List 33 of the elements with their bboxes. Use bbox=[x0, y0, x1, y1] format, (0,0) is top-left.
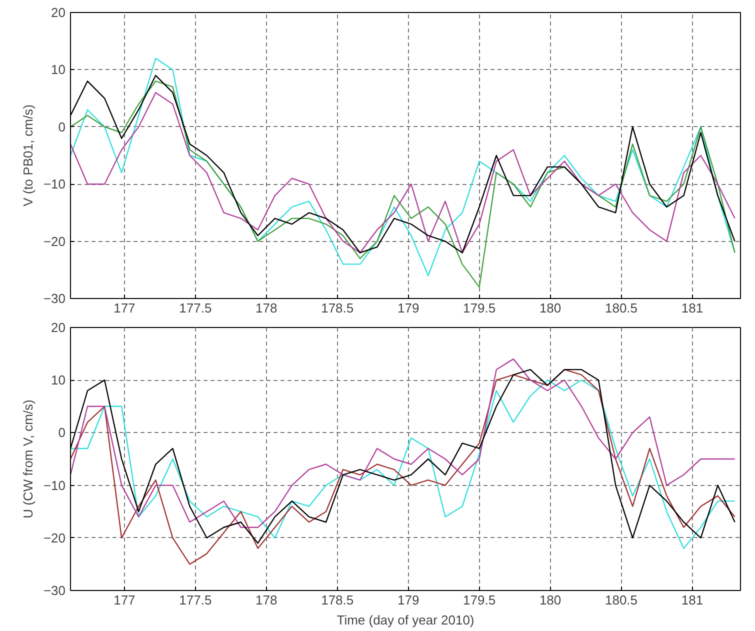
y-tick-label: 0 bbox=[58, 119, 66, 134]
y-tick-label: 0 bbox=[58, 425, 66, 440]
y-tick-label: −20 bbox=[43, 234, 66, 249]
x-tick-label: 180 bbox=[539, 592, 562, 608]
x-tick-label: 178 bbox=[256, 300, 278, 316]
y-axis-title: V (to PB01, cm/s) bbox=[20, 104, 36, 206]
y-tick-label: 10 bbox=[51, 372, 66, 388]
x-tick-label: 177.5 bbox=[179, 592, 212, 608]
x-tick-label: 179.5 bbox=[463, 300, 496, 316]
y-tick-label: 10 bbox=[51, 62, 66, 78]
x-tick-label: 181 bbox=[681, 300, 704, 316]
x-tick-label: 180.5 bbox=[604, 592, 638, 608]
x-axis-title: Time (day of year 2010) bbox=[336, 612, 474, 628]
x-tick-label: 180 bbox=[539, 300, 562, 316]
x-tick-label: 179.5 bbox=[463, 592, 496, 608]
x-tick-label: 178.5 bbox=[321, 300, 354, 316]
x-tick-label: 180.5 bbox=[604, 300, 638, 316]
x-tick-label: 178 bbox=[256, 592, 278, 608]
y-tick-label: −10 bbox=[43, 176, 66, 192]
y-tick-label: 20 bbox=[51, 320, 66, 335]
x-tick-label: 181 bbox=[681, 592, 704, 608]
y-tick-label: −30 bbox=[43, 291, 66, 306]
y-tick-label: −10 bbox=[43, 478, 66, 493]
x-tick-label: 179 bbox=[397, 300, 420, 316]
x-tick-label: 178.5 bbox=[321, 592, 354, 608]
x-tick-label: 177 bbox=[114, 592, 136, 608]
y-tick-label: −20 bbox=[43, 530, 66, 546]
x-tick-label: 177 bbox=[114, 300, 136, 316]
x-tick-label: 177.5 bbox=[179, 300, 212, 316]
y-tick-label: 20 bbox=[51, 5, 66, 20]
x-tick-label: 179 bbox=[397, 592, 420, 608]
y-tick-label: −30 bbox=[43, 583, 66, 598]
y-axis-title: U (CW from V, cm/s) bbox=[20, 400, 36, 518]
